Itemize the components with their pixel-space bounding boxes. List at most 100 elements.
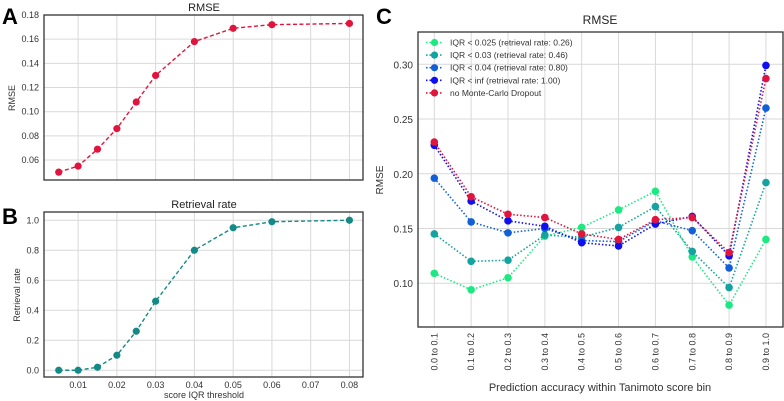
legend-marker xyxy=(430,38,439,47)
chart-a-ytick-label: 0.12 xyxy=(21,83,39,93)
panel-label-b: B xyxy=(2,204,18,229)
chart-c-xtick-label: 0.2 to 0.3 xyxy=(503,333,513,371)
chart-b-xtick-label: 0.08 xyxy=(341,380,359,390)
chart-c-data-point xyxy=(541,231,549,239)
chart-c-data-point xyxy=(541,213,549,222)
chart-b-data-point xyxy=(190,246,198,254)
chart-a-data-point xyxy=(55,168,63,176)
chart-c-data-point xyxy=(430,230,439,238)
chart-b-ylabel: Retrieval rate xyxy=(12,268,22,322)
chart-a-series-line xyxy=(58,22,350,173)
chart-c-data-point xyxy=(504,217,512,225)
chart-a-ytick-label: 0.16 xyxy=(21,34,39,44)
chart-c-data-point xyxy=(467,218,475,226)
chart-a-ytick-label: 0.14 xyxy=(21,58,39,68)
chart-c-data-point xyxy=(430,174,439,182)
chart-c-data-point xyxy=(762,235,770,244)
legend-marker xyxy=(430,89,439,97)
chart-b-ytick-label: 0.8 xyxy=(26,245,39,255)
chart-b-xtick-label: 0.03 xyxy=(147,380,165,390)
chart-c-series-line xyxy=(433,107,767,270)
panel-label-a: A xyxy=(2,4,18,29)
chart-a-ytick-label: 0.10 xyxy=(21,107,39,117)
chart-c-xlabel: Prediction accuracy within Tanimoto scor… xyxy=(489,382,711,394)
legend-label: IQR < 0.025 (retrieval rate: 0.26) xyxy=(450,38,573,48)
chart-a-data-point xyxy=(74,162,82,170)
chart-c-data-point xyxy=(614,242,623,250)
chart-b-data-point xyxy=(229,224,237,232)
chart-b-xlabel: score IQR threshold xyxy=(164,390,244,400)
chart-b-data-point xyxy=(268,218,276,226)
chart-a-data-point xyxy=(152,71,160,80)
chart-c-xtick-label: 0.5 to 0.6 xyxy=(614,333,624,371)
chart-b-ytick-label: 1.0 xyxy=(26,215,39,225)
chart-b-data-point xyxy=(55,366,63,374)
chart-c-data-point xyxy=(504,273,512,282)
chart-a-plot-frame xyxy=(43,14,364,181)
chart-c-xtick-label: 0.9 to 1.0 xyxy=(761,333,771,371)
chart-a-data-point xyxy=(345,19,354,28)
chart-a-ytick-label: 0.06 xyxy=(21,155,39,165)
chart-c-data-point xyxy=(504,256,512,265)
chart-c-ylabel: RMSE xyxy=(375,165,386,194)
chart-c-xtick-label: 0.7 to 0.8 xyxy=(687,333,697,371)
chart-a-data-point xyxy=(229,24,237,32)
chart-c-data-point xyxy=(762,74,770,83)
chart-c-xtick-label: 0.4 to 0.5 xyxy=(577,333,587,371)
chart-b-xtick-label: 0.06 xyxy=(263,380,281,390)
chart-c-data-point xyxy=(430,138,439,146)
chart-b-xtick-label: 0.01 xyxy=(69,380,87,390)
chart-b-data-point xyxy=(152,297,160,305)
chart-a-data-point xyxy=(268,21,276,29)
chart-a-data-point xyxy=(132,98,140,106)
chart-b-data-point xyxy=(74,366,82,374)
legend-marker xyxy=(430,64,439,72)
chart-c-data-point xyxy=(614,223,623,232)
panel-label-c: C xyxy=(376,4,392,29)
chart-c-title: RMSE xyxy=(583,13,618,27)
chart-a-title: RMSE xyxy=(188,2,220,14)
chart-c-series-line xyxy=(433,190,767,307)
chart-c-data-point xyxy=(688,247,697,256)
chart-b-ytick-label: 0.4 xyxy=(26,305,39,315)
chart-b-plot-frame xyxy=(43,211,364,378)
chart-c-xtick-label: 0.0 to 0.1 xyxy=(429,333,439,371)
chart-b-data-point xyxy=(93,363,102,371)
chart-c-series-line xyxy=(433,65,767,258)
chart-c-ytick-label: 0.30 xyxy=(394,60,414,71)
chart-a-data-point xyxy=(93,145,102,153)
chart-b-ytick-label: 0.6 xyxy=(26,275,39,285)
chart-c-data-point xyxy=(725,264,733,272)
chart-c-data-point xyxy=(467,285,475,294)
chart-c-data-point xyxy=(688,213,697,222)
chart-c-xtick-label: 0.3 to 0.4 xyxy=(540,333,550,371)
chart-c-xtick-label: 0.1 to 0.2 xyxy=(466,333,476,371)
chart-c-data-point xyxy=(467,257,475,266)
chart-c-data-point xyxy=(541,222,549,231)
chart-b-xtick-label: 0.05 xyxy=(224,380,242,390)
chart-c-data-point xyxy=(725,248,733,257)
chart-c-data-point xyxy=(614,235,623,244)
legend-label: IQR < inf (retrieval rate: 1.00) xyxy=(450,75,560,85)
chart-c-data-point xyxy=(504,229,512,237)
chart-c-data-point xyxy=(762,104,770,112)
chart-c-data-point xyxy=(688,226,697,235)
chart-c-data-point xyxy=(577,238,586,247)
legend-label: IQR < 0.03 (retrieval rate: 0.46) xyxy=(450,50,568,60)
legend-label: no Monte-Carlo Dropout xyxy=(450,88,542,98)
chart-b-ytick-label: 0.2 xyxy=(26,335,39,345)
chart-c-data-point xyxy=(430,269,439,278)
chart-a-ytick-label: 0.08 xyxy=(21,131,39,141)
chart-c-data-point xyxy=(725,301,733,309)
chart-b-title: Retrieval rate xyxy=(171,199,236,211)
chart-c-ytick-label: 0.10 xyxy=(394,279,414,290)
chart-c-plot-frame xyxy=(417,31,784,328)
chart-c-data-point xyxy=(467,192,475,201)
legend-marker xyxy=(430,76,439,84)
chart-b-data-point xyxy=(132,327,140,335)
chart-c-data-point xyxy=(762,61,770,70)
chart-c-data-point xyxy=(577,230,586,238)
chart-c-data-point xyxy=(651,215,660,224)
chart-c-data-point xyxy=(614,206,623,214)
